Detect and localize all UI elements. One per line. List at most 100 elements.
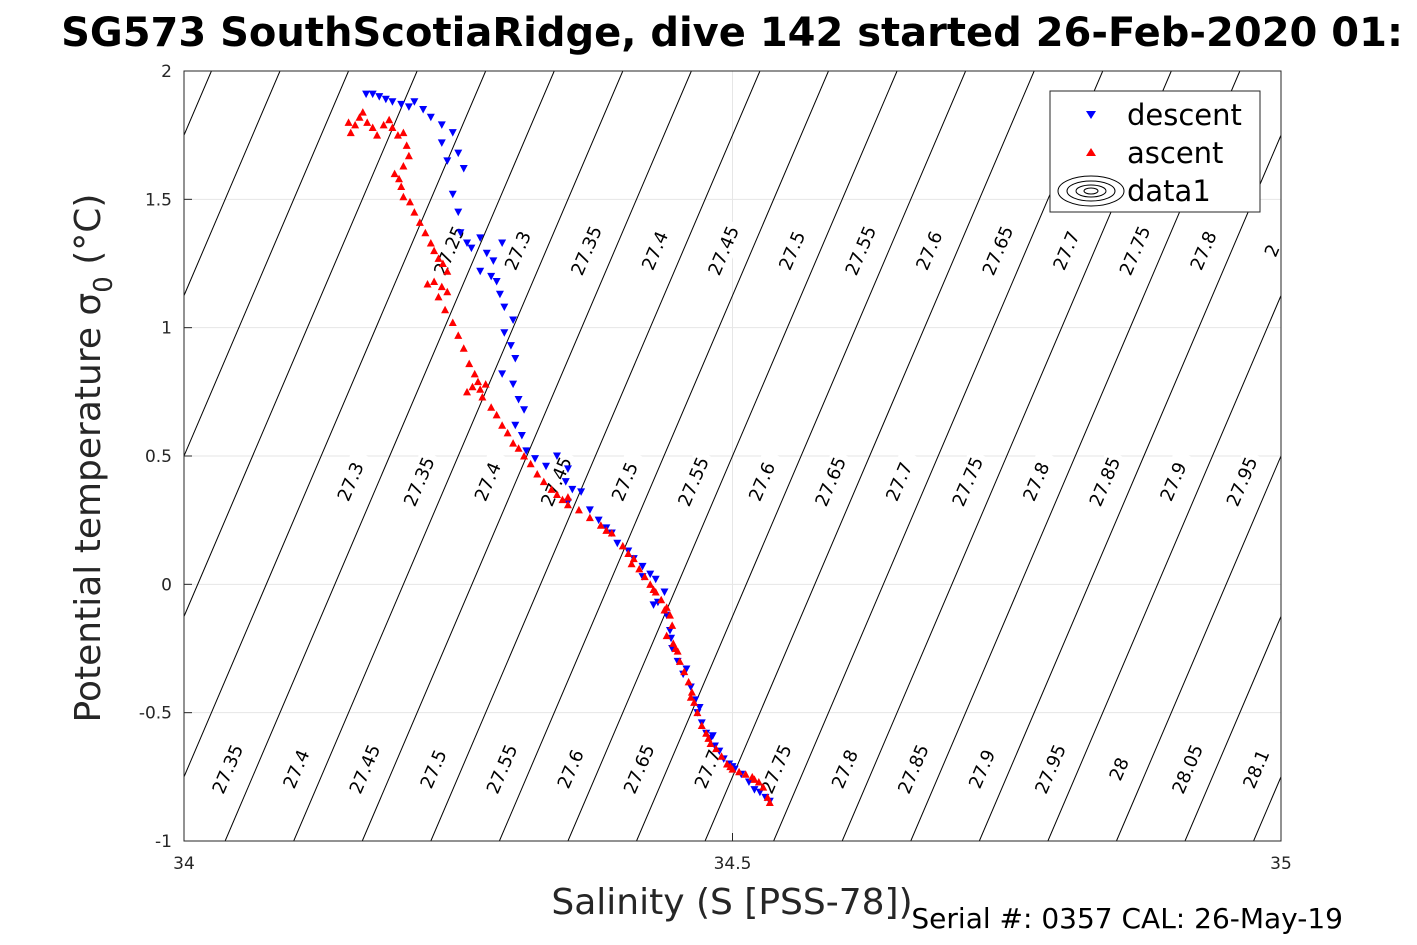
descent-point <box>482 249 491 258</box>
isopycnal-line <box>184 71 281 297</box>
x-tick-label: 35 <box>1270 854 1292 874</box>
ascent-point <box>602 526 611 534</box>
ascent-point <box>481 380 490 388</box>
isopycnal-label-bg <box>701 218 746 283</box>
ascent-point <box>657 595 666 604</box>
descent-point <box>495 290 504 299</box>
ascent-point <box>687 688 696 696</box>
ascent-point <box>399 128 408 137</box>
ascent-point <box>646 580 655 588</box>
density-contours <box>0 71 1281 841</box>
ascent-point <box>363 118 372 126</box>
ascent-point <box>680 667 689 676</box>
x-tick-label: 34.5 <box>714 854 752 874</box>
ascent-point <box>735 767 744 776</box>
ascent-point <box>618 541 627 550</box>
descent-point <box>514 396 523 404</box>
isopycnal-label-bg <box>823 737 867 802</box>
ascent-point <box>520 452 529 460</box>
descent-point <box>638 562 647 571</box>
ascent-point <box>671 644 680 652</box>
isopycnal-line <box>0 71 74 841</box>
legend-data1-contour-icon <box>1057 175 1125 207</box>
ascent-point <box>492 410 501 419</box>
descent-point <box>755 788 764 797</box>
y-tick-label: -0.5 <box>139 704 172 724</box>
isopycnal-label-bg <box>496 218 540 283</box>
ascent-point <box>574 505 583 514</box>
ascent-point <box>596 521 605 529</box>
isopycnal-label-bg <box>891 737 936 802</box>
ascent-point <box>397 182 406 190</box>
descent-point <box>448 190 457 199</box>
ascent-point <box>395 174 404 183</box>
ascent-point <box>697 721 706 729</box>
isopycnal-label-bg <box>1083 449 1127 514</box>
isopycnal-line <box>224 71 555 841</box>
descent-point <box>585 506 594 514</box>
ascent-point <box>607 529 616 537</box>
ascent-point <box>668 621 677 629</box>
isopycnal-line <box>293 71 624 841</box>
ascent-point <box>437 282 446 291</box>
y-axis-label-unit: (°C) <box>68 194 109 277</box>
isopycnal-label-bg <box>1044 218 1089 283</box>
descent-point <box>646 570 655 579</box>
ascent-point <box>470 369 479 378</box>
isopycnal-line <box>1115 454 1281 841</box>
ascent-point <box>563 493 572 501</box>
descent-point <box>443 157 452 165</box>
ascent-point <box>684 677 693 686</box>
ascent-point <box>704 734 713 742</box>
descent-point <box>492 277 501 286</box>
legend: descent ascent data1 <box>1049 90 1261 213</box>
ascent-point <box>410 208 419 216</box>
isopycnal-line <box>361 71 692 841</box>
ascent-point <box>358 108 367 116</box>
descent-point <box>662 611 671 620</box>
ascent-point <box>686 693 695 701</box>
y-tick-label: 1 <box>161 319 172 339</box>
ascent-point <box>503 428 512 437</box>
descent-point <box>509 316 518 324</box>
descent-point <box>522 447 531 455</box>
descent-point <box>454 208 463 217</box>
ascent-point <box>385 115 394 124</box>
ascent-point <box>706 739 715 747</box>
descent-point <box>506 342 515 350</box>
isopycnal-label-bg <box>274 737 319 802</box>
descent-point <box>520 406 529 414</box>
isopycnal-label-bg <box>1097 737 1142 802</box>
isopycnal-label-bg <box>1234 737 1279 802</box>
ascent-point <box>690 698 699 706</box>
isopycnal-line <box>184 71 418 618</box>
legend-descent-marker <box>1086 111 1096 119</box>
ascent-point <box>741 770 750 778</box>
ascent-point <box>563 500 572 509</box>
descent-point <box>388 98 397 106</box>
isopycnal-label-bg <box>633 218 678 283</box>
descent-point <box>426 113 435 122</box>
isopycnal-line <box>430 71 761 841</box>
descent-point <box>500 303 509 312</box>
ascent-point <box>514 444 523 452</box>
descent-point <box>651 575 660 584</box>
isopycnal-label-bg <box>1151 449 1196 514</box>
descent-point <box>542 462 551 471</box>
descent-point <box>500 329 509 337</box>
ascent-point <box>526 459 535 468</box>
axis-ticks: 34 34.5 35 -1 -0.5 0 0.5 1 1.5 2 <box>139 62 1292 874</box>
ascent-point <box>627 559 636 568</box>
y-tick-label: 0 <box>161 575 172 595</box>
descent-point <box>368 90 377 99</box>
ascent-point <box>660 606 669 614</box>
isopycnal-label-bg <box>1165 737 1210 802</box>
ascent-point <box>415 218 424 226</box>
ascent-point <box>649 585 658 593</box>
descent-point <box>459 165 468 173</box>
ascent-point <box>558 495 567 504</box>
ascent-point <box>438 259 447 267</box>
ascent-point <box>675 657 684 665</box>
isopycnal-label-bg <box>671 449 716 514</box>
